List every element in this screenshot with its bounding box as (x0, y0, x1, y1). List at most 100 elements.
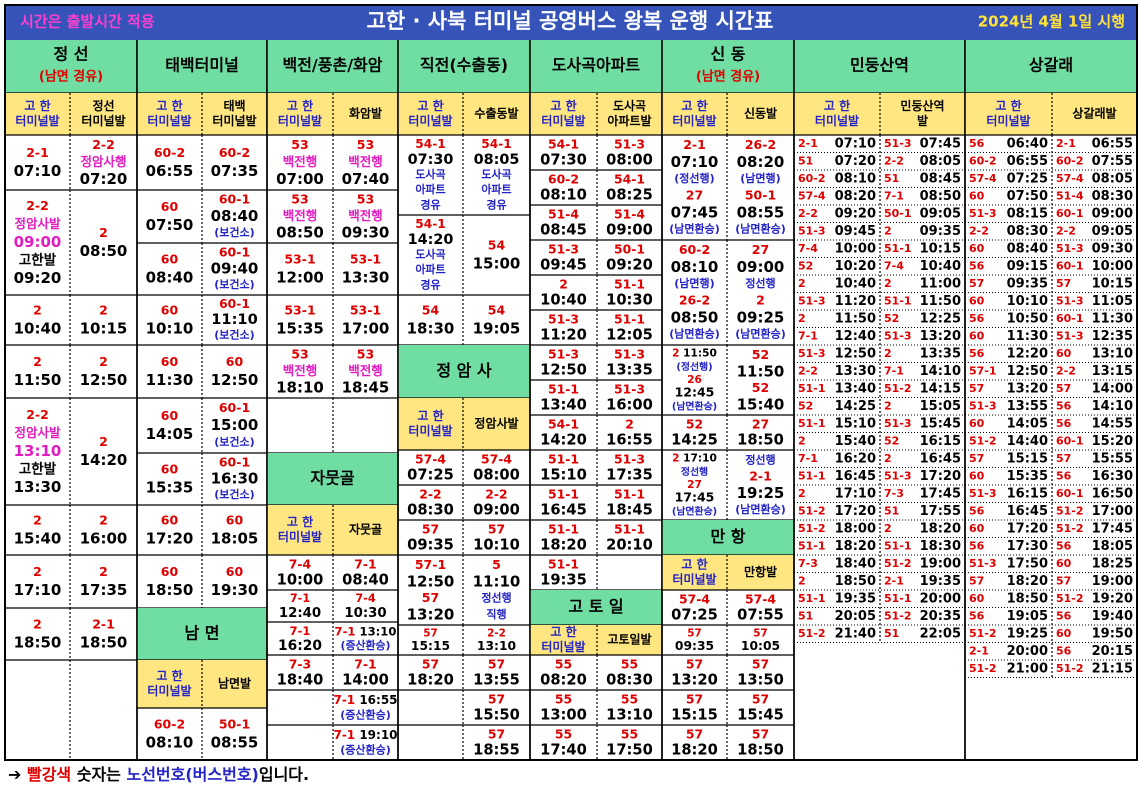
time: 17:35 (80, 581, 128, 599)
time: 15:35 (146, 479, 194, 497)
route-number: 51-1 (798, 417, 826, 430)
route-number: 2-2 (26, 407, 49, 422)
route-number: 7-1 (884, 364, 904, 377)
route-number: 57 (686, 726, 703, 741)
route-number: 51-2 (1056, 662, 1084, 675)
time: 19:40 (1092, 609, 1133, 624)
time: 13:10 (360, 624, 397, 638)
route-number: 2 (756, 292, 765, 307)
route-number: 51-1 (548, 521, 579, 536)
route-number: 51-4 (614, 206, 645, 221)
note: (남면환승) (735, 222, 786, 236)
route-number: 2 (798, 277, 806, 290)
time: 11:05 (1092, 294, 1133, 309)
time: 18:40 (835, 556, 876, 571)
time: 14:55 (1092, 416, 1133, 431)
route-number: 27 (752, 416, 769, 431)
route-number: 2-2 (1056, 364, 1076, 377)
note: 아파트 (415, 182, 445, 196)
group-title-bg (5, 40, 137, 93)
route-number: 60-1 (1056, 434, 1084, 447)
sub-header: 고토일발 (607, 632, 651, 647)
note: 정선행 (681, 465, 708, 478)
time: 11:50 (14, 371, 62, 389)
time: 13:00 (540, 706, 587, 723)
section-title-bg (662, 520, 794, 555)
time: 17:45 (1092, 521, 1133, 536)
route-number: 51-3 (969, 399, 997, 412)
route-number: 60 (226, 513, 244, 528)
route-number: 51-1 (884, 592, 912, 605)
route-number: 60-1 (219, 400, 250, 415)
route-number: 51-1 (798, 382, 826, 395)
route-number: 50-1 (884, 207, 912, 220)
route-number: 51-2 (1056, 504, 1084, 517)
time: 14:10 (920, 364, 961, 379)
time: 19:05 (473, 320, 521, 338)
route-number: 53 (357, 137, 374, 152)
time: 17:20 (1007, 521, 1048, 536)
sub-header: 자뭇골 (349, 522, 382, 537)
route-number: 51-1 (614, 276, 645, 291)
time: 07:45 (920, 136, 961, 151)
sub-header: 아파트발 (607, 113, 651, 128)
time: 07:10 (835, 136, 876, 151)
time: 13:10 (14, 442, 62, 460)
route-number: 2-2 (884, 154, 904, 167)
route-number: 2 (559, 276, 568, 291)
route-number: 2 (798, 312, 806, 325)
time: 16:45 (920, 451, 961, 466)
route-number: 2-2 (419, 486, 441, 501)
sub-header: 고 한 (824, 98, 850, 113)
time: 14:20 (80, 451, 128, 469)
route-number: 51-1 (798, 592, 826, 605)
group-title-bg (965, 40, 1137, 93)
sub-header: 고 한 (995, 98, 1021, 113)
route-number: 26-2 (745, 137, 776, 152)
time: 14:20 (408, 232, 454, 248)
sub-header: 상갈래발 (1072, 106, 1116, 121)
footer: ➔ 빨강색 숫자는 노선번호(버스번호)입니다. (8, 765, 309, 784)
route-number: 2-2 (92, 137, 115, 152)
time: 08:05 (920, 154, 961, 169)
note: (남면행) (740, 171, 780, 185)
route-number: 2-2 (485, 486, 507, 501)
route-number: 2-1 (798, 137, 818, 150)
route-number: 51-1 (798, 539, 826, 552)
route-number: 51-1 (614, 486, 645, 501)
route-number: 60-1 (219, 297, 250, 311)
time: 09:35 (407, 536, 454, 553)
time: 07:40 (342, 170, 390, 188)
group-title: 직전(수출동) (420, 56, 508, 75)
time: 19:30 (211, 581, 259, 599)
route-number: 51-1 (548, 451, 579, 466)
note: 정선행 (745, 452, 775, 466)
time: 11:20 (835, 294, 876, 309)
time: 17:30 (1007, 539, 1048, 554)
route-number: 53-1 (350, 303, 381, 318)
route-number: 57 (422, 590, 439, 605)
time: 10:00 (1092, 259, 1133, 274)
note: 경유 (420, 197, 440, 211)
route-number: 7-1 (333, 692, 359, 706)
time: 18:50 (835, 574, 876, 589)
section-title: 자뭇골 (310, 469, 354, 488)
note: 정암사발 (14, 216, 61, 231)
route-number: 2 (99, 303, 108, 318)
note: (보건소) (214, 327, 254, 341)
route-number: 57 (753, 628, 767, 640)
time: 11:50 (835, 311, 876, 326)
route-number: 57-1 (969, 364, 997, 377)
route-number: 60-1 (1056, 312, 1084, 325)
route-number: 55 (555, 691, 572, 706)
time: 09:30 (1092, 241, 1133, 256)
group-title-bg (267, 40, 398, 93)
time: 12:50 (1007, 364, 1048, 379)
route-number: 51-2 (969, 434, 997, 447)
route-number: 7-1 (333, 727, 359, 741)
time: 08:15 (1007, 206, 1048, 221)
route-number: 60 (226, 564, 244, 579)
time: 13:15 (1092, 364, 1133, 379)
sub-header: 터미널발 (986, 113, 1030, 128)
note: 백전행 (283, 363, 318, 378)
